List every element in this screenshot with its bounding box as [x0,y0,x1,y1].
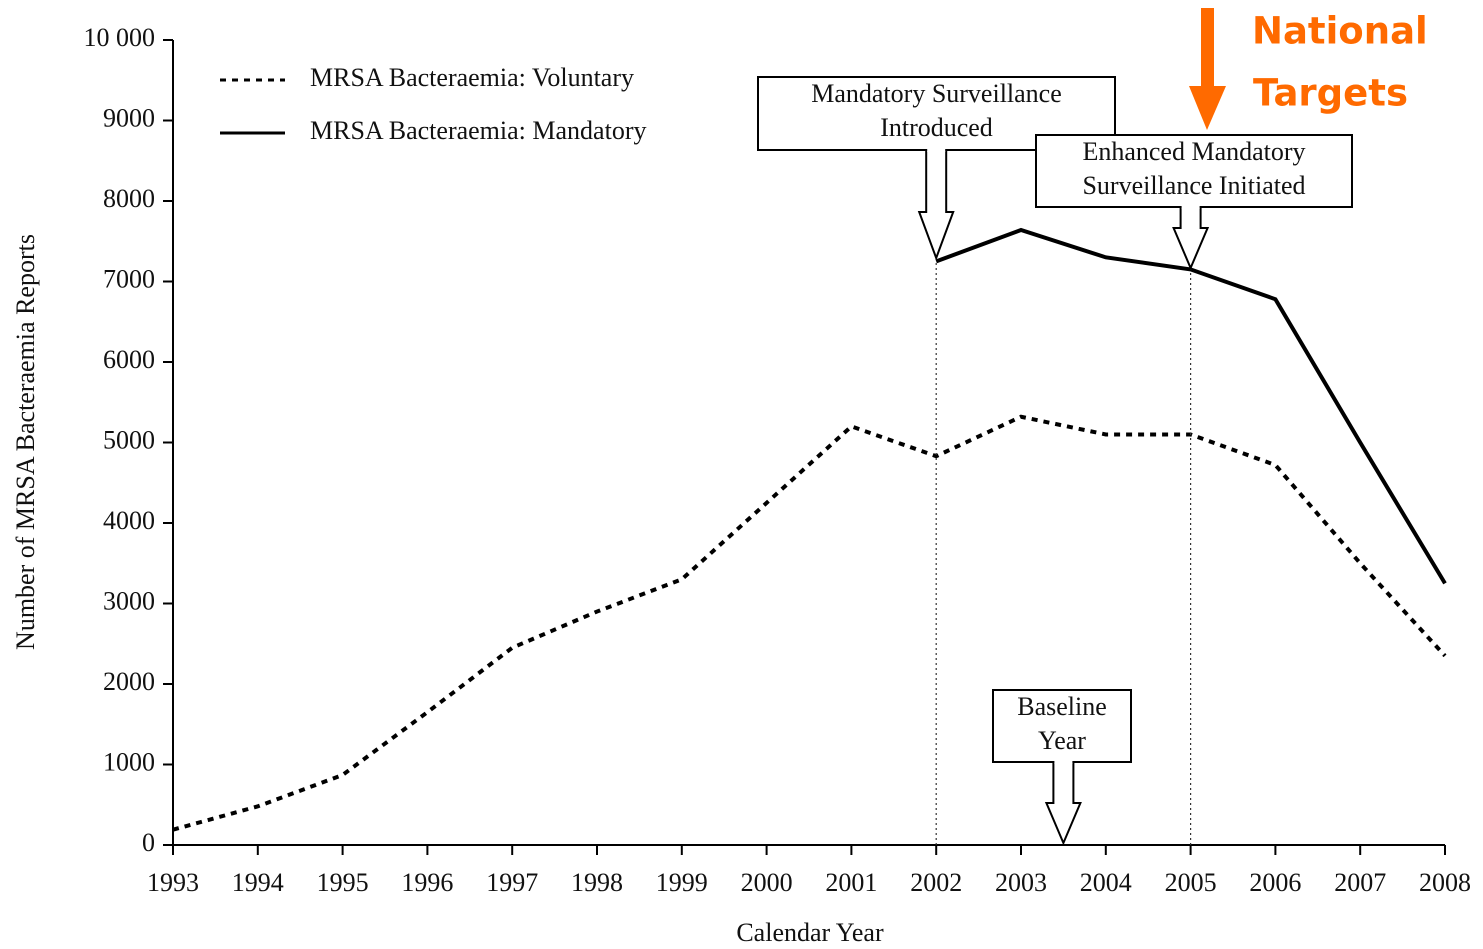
callout-arrow [1044,761,1082,846]
callout-arrow [1172,206,1210,271]
x-tick-label: 1998 [571,868,623,897]
x-tick-label: 1996 [401,868,453,897]
target-arrow-shaft [1201,8,1214,88]
x-tick-label: 2006 [1249,868,1301,897]
annotation-text: Enhanced Mandatory [1082,137,1305,166]
y-axis-title: Number of MRSA Bacteraemia Reports [11,234,40,650]
callout-box [1035,134,1353,208]
x-tick-label: 1993 [147,868,199,897]
x-tick-label: 2002 [910,868,962,897]
x-tick-label: 2004 [1080,868,1132,897]
x-tick-label: 2000 [741,868,793,897]
y-tick-label: 4000 [103,506,155,535]
y-tick-label: 0 [142,828,155,857]
series-line [935,227,1447,585]
annotation-text: Year [1038,726,1086,755]
target-arrow-head [1189,86,1226,130]
y-tick-label: 8000 [103,184,155,213]
callout-arrow [917,149,955,261]
x-tick-label: 2005 [1165,868,1217,897]
annotation-text: Introduced [880,113,993,142]
y-tick-label: 6000 [103,345,155,374]
x-tick-label: 2001 [825,868,877,897]
y-tick-label: 7000 [103,264,155,293]
x-tick-label: 2007 [1334,868,1386,897]
y-tick-label: 5000 [103,425,155,454]
x-tick-label: 2008 [1419,868,1471,897]
legend-label: MRSA Bacteraemia: Voluntary [310,63,634,92]
annotation-text: Mandatory Surveillance [811,79,1062,108]
legend-label: MRSA Bacteraemia: Mandatory [310,116,646,145]
y-tick-label: 3000 [103,586,155,615]
x-tick-label: 1994 [232,868,284,897]
x-axis-title: Calendar Year [736,918,884,947]
annotation-text: Surveillance Initiated [1082,171,1305,200]
y-tick-label: 9000 [103,103,155,132]
callout-box [992,689,1132,763]
y-tick-label: 1000 [103,747,155,776]
callout-gap [1181,205,1200,209]
x-tick-label: 1999 [656,868,708,897]
callout-gap [1054,760,1073,764]
y-tick-label: 10 000 [84,23,156,52]
x-tick-label: 1997 [486,868,538,897]
annotation-text: National [1252,10,1428,53]
annotation-text: Baseline [1017,692,1107,721]
x-tick-label: 2003 [995,868,1047,897]
annotation-text: Targets [1253,72,1408,115]
callout-gap [927,148,946,152]
series-line [172,414,1447,832]
y-tick-label: 2000 [103,667,155,696]
x-tick-label: 1995 [317,868,369,897]
